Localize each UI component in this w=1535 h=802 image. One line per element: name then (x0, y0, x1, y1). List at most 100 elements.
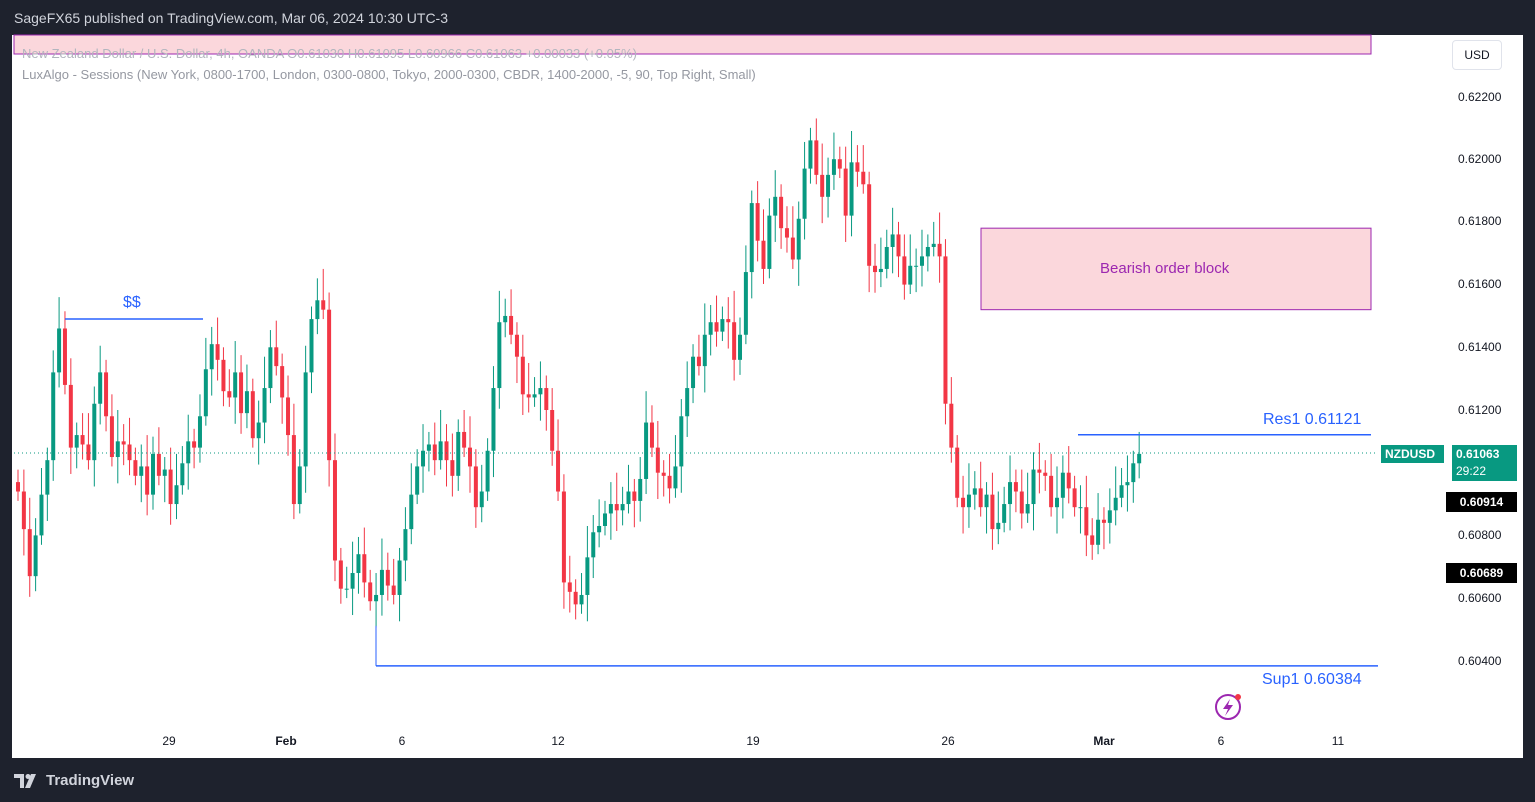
candle-body (826, 174, 831, 197)
candle-body (649, 422, 654, 448)
candle-body (761, 240, 766, 269)
candle-body (579, 594, 584, 605)
publish-header: SageFX65 published on TradingView.com, M… (0, 0, 1535, 35)
candle-body (732, 322, 737, 360)
candle-body (556, 450, 561, 492)
candle-body (1066, 472, 1071, 489)
price-tick: 0.61600 (1458, 277, 1502, 291)
candle-body (444, 441, 449, 461)
candle-body (115, 441, 120, 458)
candle-body (808, 140, 813, 169)
candle-body (972, 488, 977, 495)
candle-body (16, 482, 20, 492)
candle-body (679, 416, 684, 467)
candle-body (561, 491, 566, 583)
candle-body (415, 466, 420, 495)
candle-body (837, 159, 842, 169)
candle-body (33, 535, 38, 577)
candle-body (421, 450, 426, 467)
candle-body (104, 372, 109, 417)
candle-body (626, 491, 631, 505)
candle-body (755, 203, 760, 241)
last-price-value: 0.61063 (1456, 447, 1500, 461)
time-tick: 29 (162, 734, 176, 748)
candle-body (432, 444, 437, 461)
candle-body (239, 372, 244, 414)
candle-body (374, 594, 379, 602)
candle-body (491, 388, 496, 451)
candle-body (597, 525, 602, 533)
candle-body (39, 494, 44, 536)
candle-body (514, 334, 519, 357)
time-tick: 6 (398, 734, 406, 748)
candle-body (280, 366, 285, 398)
candle-body (1049, 475, 1054, 508)
candle-body (338, 560, 343, 589)
candle-body (127, 444, 132, 461)
candle-body (133, 460, 138, 476)
candle-body (186, 441, 191, 464)
candle-body (1078, 507, 1083, 509)
candle-body (1031, 469, 1036, 505)
candle-body (620, 504, 625, 511)
candle-body (784, 228, 789, 238)
candle-body (1107, 510, 1112, 523)
candle-body (902, 256, 907, 285)
candle-body (462, 431, 467, 448)
candle-body (180, 463, 185, 486)
candle-body (350, 573, 355, 589)
price-tick: 0.60800 (1458, 528, 1502, 542)
candle-body (291, 435, 296, 505)
candle-body (961, 497, 966, 508)
indicator-legend[interactable]: LuxAlgo - Sessions (New York, 0800-1700,… (22, 67, 756, 82)
candle-body (68, 384, 73, 448)
footer-bar (0, 758, 1535, 802)
candle-body (544, 388, 549, 410)
tradingview-brand: TradingView (46, 772, 135, 789)
candle-body (1113, 497, 1118, 511)
candle-body (943, 256, 948, 404)
candle-body (1019, 491, 1024, 514)
candle-body (21, 491, 26, 530)
last-price-tag: 0.61063 29:22 (1452, 445, 1517, 481)
time-tick: Mar (1093, 734, 1115, 748)
candle-body (303, 372, 308, 467)
candle-body (632, 491, 637, 501)
candle-body (591, 532, 596, 558)
candle-body (409, 494, 414, 530)
candle-body (162, 469, 167, 476)
candle-body (1131, 463, 1136, 483)
candle-body (344, 588, 349, 590)
candle-body (532, 394, 537, 398)
candle-body (796, 218, 801, 260)
candle-body (908, 265, 913, 285)
candle-body (356, 554, 361, 574)
candle-body (332, 460, 337, 561)
candle-body (362, 554, 367, 583)
time-tick: Feb (275, 734, 297, 748)
liquidity-label: $$ (123, 294, 141, 311)
candle-body (109, 416, 114, 458)
candle-body (802, 168, 807, 219)
price-tick: 0.61400 (1458, 340, 1502, 354)
candle-body (767, 215, 772, 269)
candle-body (655, 447, 660, 473)
candle-body (1084, 507, 1089, 536)
candle-body (151, 453, 156, 495)
time-tick: 12 (551, 734, 565, 748)
currency-button[interactable]: USD (1452, 40, 1502, 70)
candle-body (51, 372, 56, 461)
candle-body (209, 344, 214, 370)
candle-body (550, 410, 555, 451)
candle-body (878, 268, 883, 273)
candle-body (98, 372, 103, 404)
candle-body (233, 372, 238, 398)
candle-body (614, 504, 619, 511)
candle-body (503, 315, 508, 323)
candle-body (1054, 497, 1059, 508)
tradingview-logo[interactable]: TradingView (14, 772, 134, 789)
candle-body (473, 466, 478, 508)
candle-body (896, 234, 901, 257)
symbol-label-tag: NZDUSD (1381, 445, 1444, 463)
